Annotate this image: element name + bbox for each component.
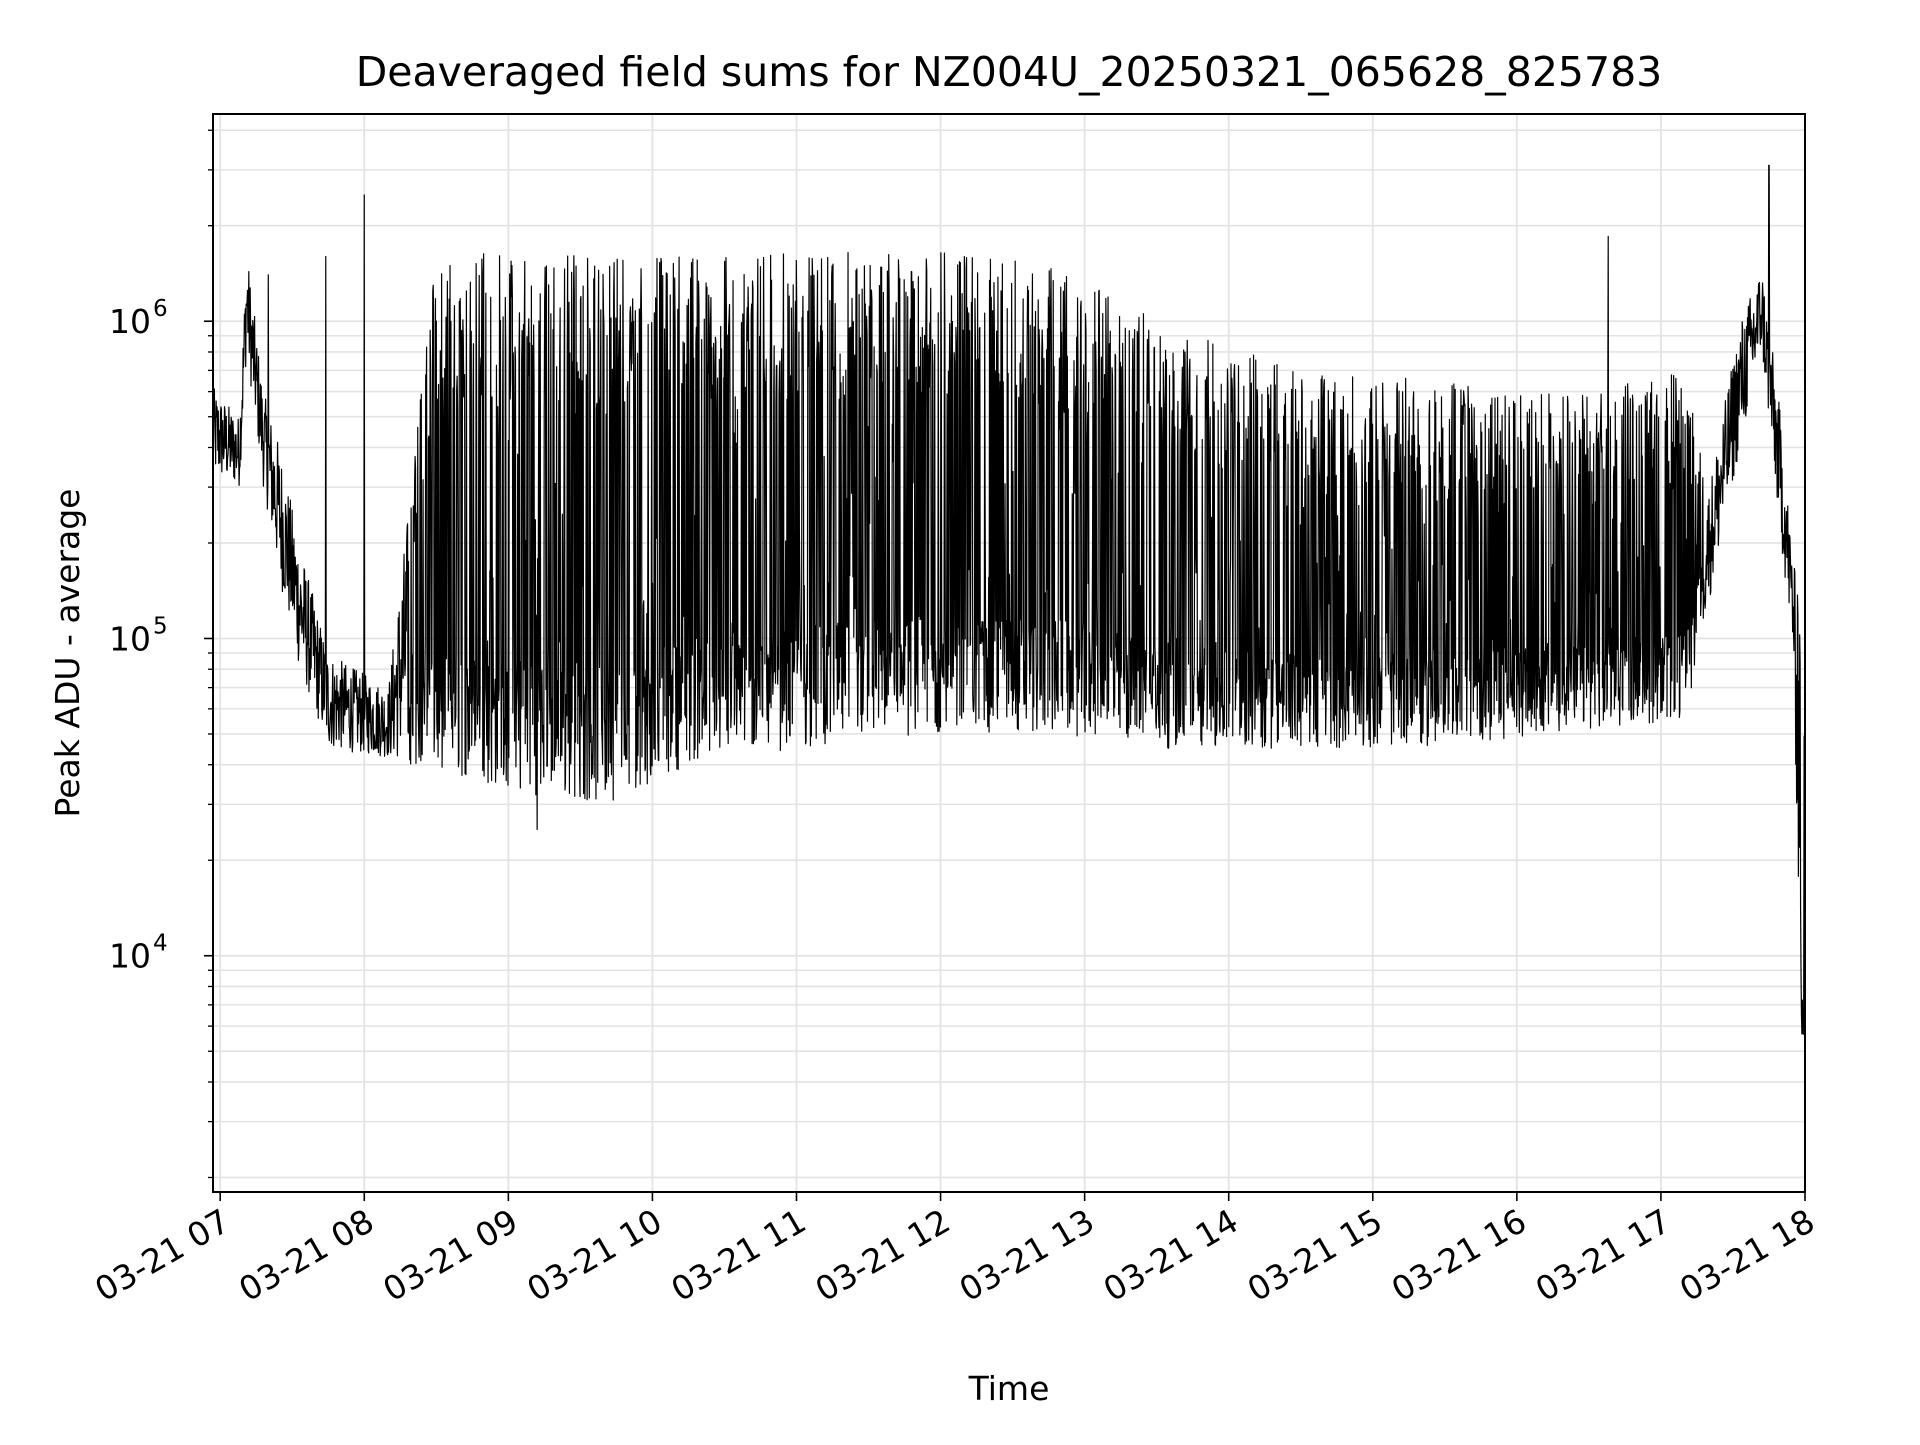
y-tick-label: 10	[109, 302, 151, 341]
series-layer	[212, 164, 1806, 1039]
y-tick-label: 10	[109, 619, 151, 658]
y-axis-label: Peak ADU - average	[48, 489, 87, 818]
chart-title: Deaveraged field sums for NZ004U_2025032…	[356, 48, 1663, 96]
series-line	[212, 164, 1806, 1039]
y-tick-label-exponent: 4	[153, 931, 168, 957]
y-tick-label-exponent: 5	[153, 613, 168, 639]
y-tick-label-exponent: 6	[153, 296, 168, 322]
grid-layer	[213, 114, 1806, 1192]
y-tick-label: 10	[109, 937, 151, 976]
x-axis-label: Time	[968, 1369, 1050, 1408]
